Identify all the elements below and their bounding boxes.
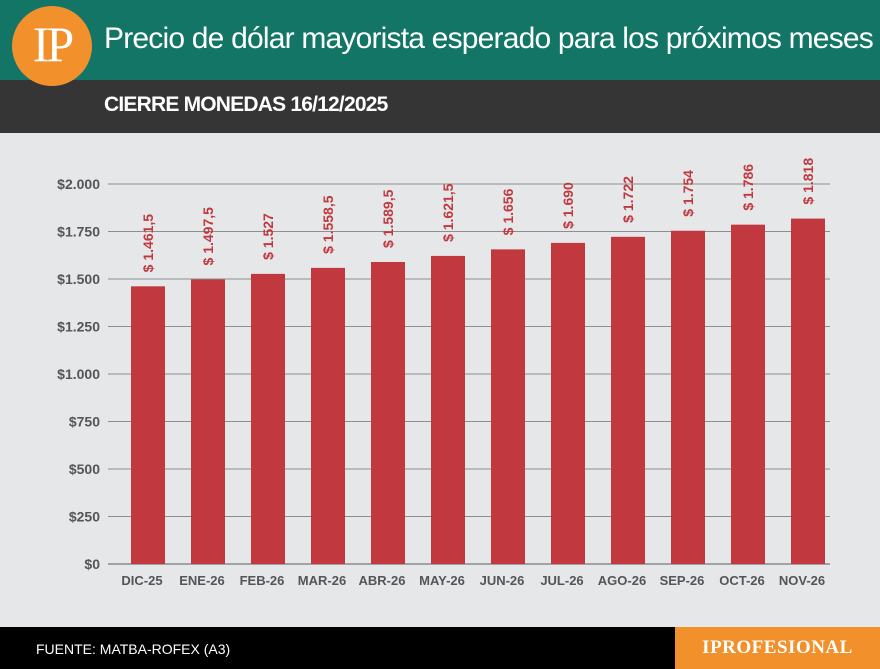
footer-bar: FUENTE: MATBA-ROFEX (A3) IPROFESIONAL	[0, 627, 880, 669]
brand-logo-text: IPROFESIONAL	[702, 637, 853, 658]
bar	[551, 242, 585, 564]
brand-badge: IPROFESIONAL	[675, 627, 880, 669]
y-tick-label: $1.750	[57, 224, 100, 240]
bar	[371, 261, 405, 564]
bar-value-label: $ 1.754	[680, 170, 696, 217]
x-tick-label: FEB-26	[240, 573, 285, 588]
bar-value-label: $ 1.786	[740, 164, 756, 211]
bar	[611, 236, 645, 564]
chart-title: Precio de dólar mayorista esperado para …	[104, 22, 874, 55]
x-tick-label: NOV-26	[779, 573, 825, 588]
x-tick-label: JUL-26	[540, 573, 583, 588]
bar	[131, 286, 165, 564]
x-tick-label: DIC-25	[121, 573, 162, 588]
x-tick-label: ABR-26	[359, 573, 406, 588]
header-bar: Precio de dólar mayorista esperado para …	[0, 0, 880, 80]
bar	[731, 224, 765, 564]
bar-value-label: $ 1.461,5	[140, 214, 156, 273]
bar-value-label: $ 1.818	[800, 158, 816, 205]
y-tick-label: $250	[69, 509, 100, 525]
bar	[311, 267, 345, 564]
y-tick-label: $0	[84, 556, 100, 572]
bar-value-label: $ 1.558,5	[320, 195, 336, 254]
bar	[791, 218, 825, 564]
subheader-bar: CIERRE MONEDAS 16/12/2025	[0, 80, 880, 133]
chart-subtitle: CIERRE MONEDAS 16/12/2025	[104, 93, 388, 116]
ip-logo: IP	[12, 6, 92, 86]
bar-value-label: $ 1.621,5	[440, 183, 456, 242]
x-tick-label: AGO-26	[598, 573, 646, 588]
bar	[491, 249, 525, 565]
x-tick-label: OCT-26	[719, 573, 765, 588]
y-tick-label: $750	[69, 414, 100, 430]
x-tick-label: MAY-26	[419, 573, 465, 588]
bar-value-label: $ 1.690	[560, 182, 576, 229]
bar-value-label: $ 1.722	[620, 176, 636, 223]
ip-logo-text: IP	[32, 16, 75, 72]
y-tick-label: $500	[69, 461, 100, 477]
x-tick-label: MAR-26	[298, 573, 346, 588]
bar-value-label: $ 1.527	[260, 213, 276, 260]
bar-chart: $0 $250 $500 $750 $1.000 $1.250 $1.500 $1.750 $2…	[57, 158, 830, 588]
bar	[671, 230, 705, 564]
bar-value-label: $ 1.497,5	[200, 207, 216, 266]
bar	[191, 279, 225, 564]
x-tick-label: ENE-26	[179, 573, 225, 588]
x-tick-label: JUN-26	[480, 573, 525, 588]
y-tick-label: $1.250	[57, 319, 100, 335]
source-note: FUENTE: MATBA-ROFEX (A3)	[36, 641, 231, 657]
y-tick-label: $2.000	[57, 176, 100, 192]
x-tick-label: SEP-26	[660, 573, 705, 588]
y-tick-label: $1.000	[57, 366, 100, 382]
y-tick-label: $1.500	[57, 271, 100, 287]
bar-value-label: $ 1.589,5	[380, 189, 396, 248]
bar	[251, 273, 285, 564]
bar	[431, 255, 465, 564]
bar-value-label: $ 1.656	[500, 188, 516, 235]
